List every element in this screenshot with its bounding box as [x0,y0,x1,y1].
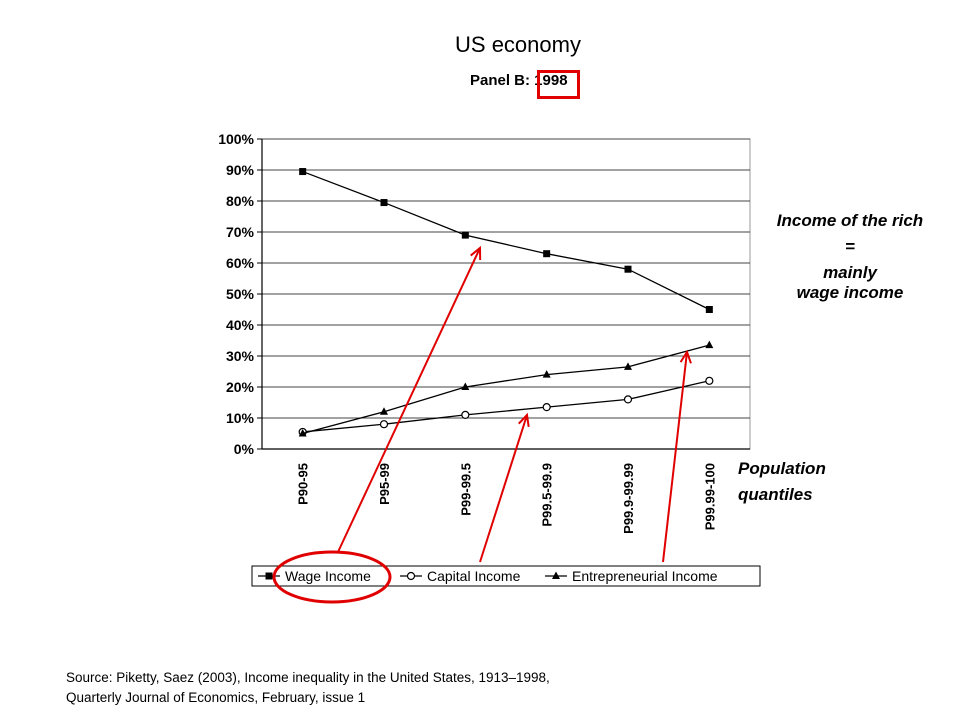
annotation-line: Population [738,459,826,478]
wage-income-highlight-ellipse [272,550,392,604]
arrow-to-wage-line-head [470,245,482,261]
y-tick-label: 20% [226,379,255,395]
annotation-line: wage income [796,283,904,302]
x-tick-label: P99-99.5 [458,463,473,516]
x-tick-label: P99.9-99.99 [621,463,636,534]
capital-income-legend-label: Capital Income [427,568,521,584]
annotation-line: = [845,237,855,256]
capital-income-point [705,376,714,385]
entrepreneurial-income-point [298,429,307,437]
capital-income-point [542,403,551,412]
entrepreneurial-income-legend-marker [552,571,560,579]
y-tick-label: 40% [226,317,255,333]
legend-box [251,565,761,587]
wage-income-point [543,250,551,258]
capital-income-legend-marker [406,571,416,581]
source-line-1: Source: Piketty, Saez (2003), Income ine… [66,670,550,685]
entrepreneurial-income-legend-label: Entrepreneurial Income [572,568,718,584]
annotation-line: quantiles [738,485,813,504]
capital-income-point [379,420,389,429]
wage-income-point [705,306,713,313]
entrepreneurial-income-point [542,370,551,378]
entrepreneurial-income-line [302,344,710,435]
entrepreneurial-income-point [705,340,714,349]
entrepreneurial-income-point [624,362,632,370]
x-tick-label: P99.99-100 [702,463,717,530]
x-tick-label: P95-99 [377,463,392,505]
wage-income-point [624,265,632,273]
arrow-to-entrepreneurial-line [662,351,688,563]
arrow-to-capital-line-head [518,412,530,428]
y-tick-label: 0% [234,441,255,457]
wage-income-line [302,170,710,311]
capital-income-line [302,380,710,433]
x-tick-label: P99.5-99.9 [540,463,555,527]
arrow-to-entrepreneurial-line-head [679,349,692,364]
y-tick-label: 10% [226,410,255,426]
capital-income-point [461,410,470,419]
entrepreneurial-income-point [380,407,388,415]
y-tick-label: 80% [226,193,255,209]
arrow-to-wage-line [337,247,481,553]
source-citation: Source: Piketty, Saez (2003), Income ine… [66,668,550,708]
x-tick-label: P90-95 [296,463,311,505]
wage-income-point [461,231,469,239]
y-tick-label: 90% [226,162,255,178]
y-tick-label: 60% [226,255,255,271]
y-tick-label: 100% [218,131,254,147]
slide-title: US economy [455,32,581,57]
wage-income-point [380,199,388,207]
arrow-to-capital-line [479,414,528,563]
y-tick-label: 70% [226,224,255,240]
annotation-income-of-rich: Income of the rich = mainly wage income [750,208,950,306]
annotation-population-quantiles: Population quantiles [738,456,826,508]
wage-income-legend-marker [265,572,273,580]
entrepreneurial-income-point [461,382,470,390]
source-line-2: Quarterly Journal of Economics, February… [66,690,366,705]
annotation-line: mainly [823,263,877,282]
year-highlight-box [537,70,580,99]
annotation-line: Income of the rich [776,211,924,230]
panel-title: Panel B: 1998 [470,72,568,89]
y-tick-label: 30% [226,348,255,364]
capital-income-point [623,395,633,404]
y-tick-label: 50% [226,286,255,302]
wage-income-point [299,168,307,176]
wage-income-legend-label: Wage Income [285,568,371,584]
